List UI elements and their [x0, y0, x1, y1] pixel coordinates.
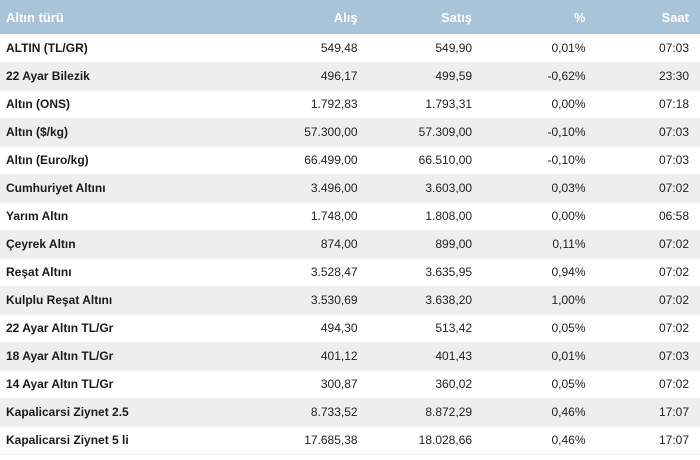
cell-buy: 3.496,00 — [263, 174, 358, 203]
table-row: Altın (ONS) 1.792,83 1.793,31 0,00% 07:18 — [0, 90, 700, 119]
table-row: 22 Ayar Altın TL/Gr 494,30 513,42 0,05% 07:0… — [0, 314, 700, 343]
cell-sell: 8.872,29 — [357, 398, 473, 427]
cell-sell: 401,43 — [357, 342, 473, 371]
cell-gold-type: Kapalicarsi Ziynet 2.5 — [0, 398, 264, 427]
cell-sell: 513,42 — [357, 314, 473, 343]
cell-buy: 874,00 — [263, 230, 358, 259]
table-row: Altın (Euro/kg) 66.499,00 66.510,00 -0,10% 0… — [0, 146, 700, 175]
cell-time: 07:03 — [585, 118, 700, 147]
table-row: Reşat Altını 3.528,47 3.635,95 0,94% 07:02 — [0, 258, 700, 287]
cell-time: 07:02 — [585, 286, 700, 315]
table-row: Kulplu Reşat Altını 3.530,69 3.638,20 1,00%… — [0, 286, 700, 315]
cell-sell: 18.028,66 — [357, 426, 473, 455]
cell-percent: 0,05% — [472, 314, 586, 343]
cell-gold-type: 22 Ayar Bilezik — [0, 62, 264, 91]
table-row: Çeyrek Altın 874,00 899,00 0,11% 07:02 — [0, 230, 700, 259]
cell-sell: 360,02 — [357, 370, 473, 399]
cell-gold-type: Kapalicarsi Ziynet 5 li — [0, 426, 264, 455]
cell-time: 07:18 — [585, 90, 700, 119]
cell-time: 07:03 — [585, 342, 700, 371]
table-row: Yarım Altın 1.748,00 1.808,00 0,00% 06:58 — [0, 202, 700, 231]
cell-buy: 66.499,00 — [263, 146, 358, 175]
cell-sell: 549,90 — [357, 34, 473, 63]
cell-gold-type: 14 Ayar Altın TL/Gr — [0, 370, 264, 399]
cell-time: 06:58 — [585, 202, 700, 231]
table-row: 18 Ayar Altın TL/Gr 401,12 401,43 0,01% 07:0… — [0, 342, 700, 371]
cell-gold-type: 18 Ayar Altın TL/Gr — [0, 342, 264, 371]
table-row: 14 Ayar Altın TL/Gr 300,87 360,02 0,05% 07:0… — [0, 370, 700, 399]
table-row: Kapalicarsi Ziynet 2.5 8.733,52 8.872,29 0,… — [0, 398, 700, 427]
header-sell: Satış — [440, 9, 473, 25]
cell-gold-type: Çeyrek Altın — [0, 230, 264, 259]
cell-percent: -0,10% — [472, 146, 586, 175]
cell-gold-type: Cumhuriyet Altını — [0, 174, 264, 203]
header-percent: % — [573, 9, 586, 25]
cell-time: 07:03 — [585, 146, 700, 175]
cell-percent: 0,46% — [472, 426, 586, 455]
cell-gold-type: Altın ($/kg) — [0, 118, 264, 147]
table-header: Altın türü Alış Satış % Saat — [0, 0, 700, 34]
cell-sell: 3.638,20 — [357, 286, 473, 315]
cell-buy: 494,30 — [263, 314, 358, 343]
cell-percent: 0,11% — [472, 230, 586, 259]
cell-buy: 3.530,69 — [263, 286, 358, 315]
cell-buy: 1.748,00 — [263, 202, 358, 231]
cell-sell: 1.793,31 — [357, 90, 473, 119]
cell-gold-type: Altın (ONS) — [0, 90, 264, 119]
cell-percent: 0,01% — [472, 34, 586, 63]
cell-buy: 300,87 — [263, 370, 358, 399]
header-gold-type: Altın türü — [6, 9, 64, 25]
cell-time: 07:03 — [585, 34, 700, 63]
cell-percent: 0,01% — [472, 342, 586, 371]
header-buy: Alış — [333, 9, 358, 25]
table-body: ALTIN (TL/GR) 549,48 549,90 0,01% 07:03 22 Ay… — [0, 34, 700, 455]
cell-percent: -0,10% — [472, 118, 586, 147]
cell-time: 07:02 — [585, 174, 700, 203]
header-time: Saat — [661, 9, 689, 25]
cell-buy: 57.300,00 — [263, 118, 358, 147]
cell-gold-type: Altın (Euro/kg) — [0, 146, 264, 175]
cell-buy: 401,12 — [263, 342, 358, 371]
table-row: Cumhuriyet Altını 3.496,00 3.603,00 0,03% 07… — [0, 174, 700, 203]
table-row: ALTIN (TL/GR) 549,48 549,90 0,01% 07:03 — [0, 34, 700, 63]
cell-gold-type: Yarım Altın — [0, 202, 264, 231]
header-row: Altın türü Alış Satış % Saat — [0, 0, 700, 34]
cell-time: 23:30 — [585, 62, 700, 91]
cell-percent: -0,62% — [472, 62, 586, 91]
cell-percent: 1,00% — [472, 286, 586, 315]
cell-time: 17:07 — [585, 398, 700, 427]
cell-gold-type: ALTIN (TL/GR) — [0, 34, 264, 63]
cell-buy: 1.792,83 — [263, 90, 358, 119]
cell-time: 17:07 — [585, 426, 700, 455]
cell-gold-type: 22 Ayar Altın TL/Gr — [0, 314, 264, 343]
cell-buy: 3.528,47 — [263, 258, 358, 287]
cell-sell: 3.635,95 — [357, 258, 473, 287]
cell-percent: 0,00% — [472, 90, 586, 119]
cell-sell: 899,00 — [357, 230, 473, 259]
cell-time: 07:02 — [585, 258, 700, 287]
cell-percent: 0,05% — [472, 370, 586, 399]
table-row: 22 Ayar Bilezik 496,17 499,59 -0,62% 23:30 — [0, 62, 700, 91]
cell-sell: 3.603,00 — [357, 174, 473, 203]
cell-sell: 57.309,00 — [357, 118, 473, 147]
cell-time: 07:02 — [585, 314, 700, 343]
table-row: Kapalicarsi Ziynet 5 li 17.685,38 18.028,6… — [0, 426, 700, 455]
cell-gold-type: Kulplu Reşat Altını — [0, 286, 264, 315]
cell-percent: 0,46% — [472, 398, 586, 427]
cell-percent: 0,00% — [472, 202, 586, 231]
cell-buy: 496,17 — [263, 62, 358, 91]
cell-time: 07:02 — [585, 230, 700, 259]
table-row: Altın ($/kg) 57.300,00 57.309,00 -0,10% 07:0… — [0, 118, 700, 147]
cell-percent: 0,94% — [472, 258, 586, 287]
cell-percent: 0,03% — [472, 174, 586, 203]
cell-sell: 1.808,00 — [357, 202, 473, 231]
cell-sell: 499,59 — [357, 62, 473, 91]
cell-gold-type: Reşat Altını — [0, 258, 264, 287]
cell-buy: 549,48 — [263, 34, 358, 63]
cell-buy: 17.685,38 — [263, 426, 358, 455]
cell-time: 07:02 — [585, 370, 700, 399]
cell-sell: 66.510,00 — [357, 146, 473, 175]
cell-buy: 8.733,52 — [263, 398, 358, 427]
